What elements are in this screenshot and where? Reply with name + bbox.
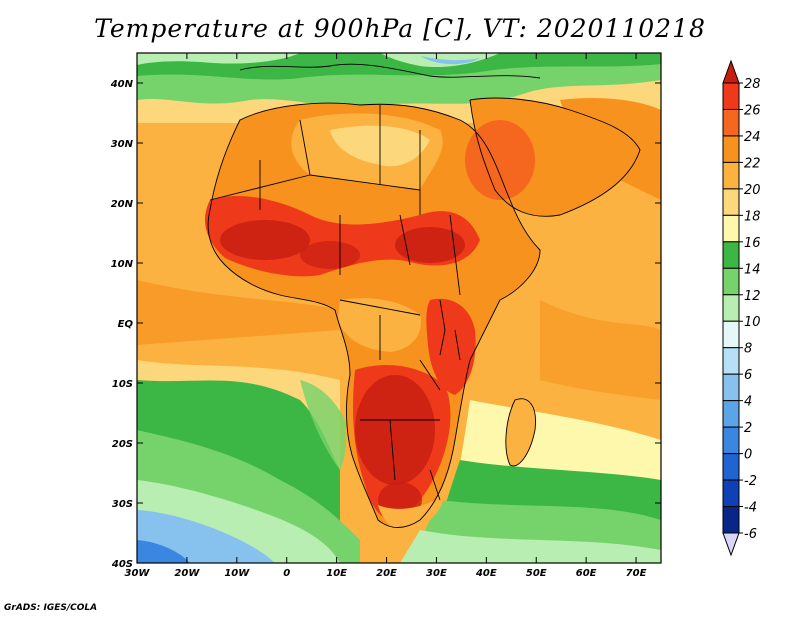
colorbar-swatch [722, 453, 740, 481]
lon-tick-label: 60E [576, 568, 597, 579]
colorbar-label: 12 [744, 289, 761, 304]
colorbar-label: 14 [744, 262, 761, 277]
colorbar-swatch [722, 161, 740, 190]
lat-tick-label: 10S [112, 379, 133, 390]
colorbar-label: 6 [744, 368, 752, 383]
colorbar-label: 18 [744, 209, 761, 224]
colorbar-label: 16 [744, 236, 761, 251]
colorbar-label: -2 [744, 474, 757, 489]
map-field [137, 53, 661, 563]
lon-tick-label: 10E [326, 568, 347, 579]
colorbar-swatch [722, 479, 740, 508]
lat-tick-label: EQ [118, 319, 134, 330]
map-title: Temperature at 900hPa [C], VT: 202011021… [94, 14, 706, 43]
colorbar-label: 26 [744, 103, 761, 118]
colorbar-bottom-arrow [722, 532, 740, 557]
colorbar-swatch [722, 426, 740, 455]
colorbar-label: 20 [744, 183, 761, 198]
coastlines [207, 63, 641, 528]
lon-tick-label: 50E [526, 568, 547, 579]
lat-tick-label: 10N [111, 259, 134, 270]
credit-label: GrADS: IGES/COLA [4, 603, 98, 613]
colorbar-label: 2 [744, 421, 752, 436]
longitude-axis: 30W 20W 10W 0 10E 20E 30E 40E 50E 60E 70E [125, 53, 647, 579]
colorbar-swatch [722, 320, 740, 349]
lat-tick-label: 20S [112, 439, 133, 450]
colorbar-swatch [722, 82, 740, 110]
colorbar-label: 0 [744, 448, 752, 463]
lon-tick-label: 70E [626, 568, 647, 579]
colorbar-swatch [722, 241, 740, 269]
lat-tick-label: 40N [110, 79, 134, 90]
colorbar-top-arrow [722, 59, 740, 84]
colorbar-swatch [722, 373, 740, 402]
lon-tick-label: 20E [376, 568, 397, 579]
colorbar-swatch [722, 294, 740, 322]
lon-tick-label: 10W [224, 568, 250, 579]
colorbar-label: 24 [744, 130, 761, 145]
latitude-axis: 40N 30N 20N 10N EQ 10S 20S 30S 40S [110, 79, 661, 570]
map-frame [136, 52, 662, 564]
colorbar-swatch [722, 214, 740, 243]
colorbar-label: -4 [744, 501, 757, 516]
lon-tick-label: 0 [283, 568, 290, 579]
lat-tick-label: 20N [111, 199, 134, 210]
colorbar-swatch [722, 188, 740, 216]
lon-tick-label: 20W [174, 568, 200, 579]
colorbar-label: 4 [744, 395, 752, 410]
lon-tick-label: 40E [475, 568, 497, 579]
colorbar-label: 8 [744, 342, 752, 357]
colorbar-swatch [722, 347, 740, 375]
colorbar-swatch [722, 400, 740, 428]
colorbar-swatch [722, 506, 740, 534]
colorbar-label: -6 [744, 527, 757, 542]
colorbar-label: 22 [744, 156, 761, 171]
colorbar-label: 10 [744, 315, 761, 330]
lat-tick-label: 30S [112, 499, 133, 510]
colorbar-swatch [722, 267, 740, 296]
colorbar-swatch [722, 135, 740, 163]
lon-tick-label: 30E [426, 568, 447, 579]
lon-tick-label: 30W [125, 568, 151, 579]
colorbar-label: 28 [744, 77, 761, 92]
lat-tick-label: 40S [111, 559, 133, 570]
lat-tick-label: 30N [111, 139, 134, 150]
colorbar-swatch [722, 108, 740, 137]
